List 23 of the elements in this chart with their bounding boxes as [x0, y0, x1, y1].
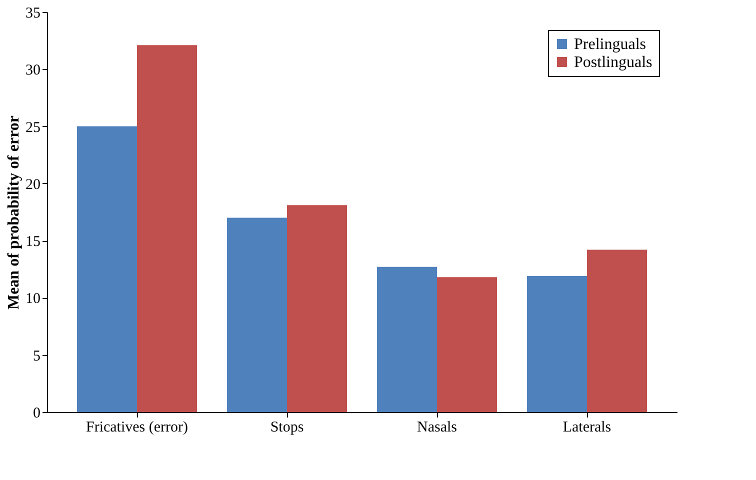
y-tick-label: 15 [26, 234, 40, 250]
x-tick-label: Laterals [562, 420, 612, 436]
bar [227, 218, 287, 412]
y-tick-label: 20 [26, 176, 40, 193]
bar [377, 266, 437, 412]
legend-label: Prelinguals [574, 36, 646, 53]
y-axis-title: Mean of probability of error [6, 115, 22, 310]
bar [77, 126, 137, 412]
y-tick-label: 5 [33, 348, 40, 364]
bar [527, 276, 587, 412]
x-tick-label: Nasals [417, 420, 458, 436]
x-tick-label: Fricatives (error) [86, 420, 188, 436]
legend-label: Postlinguals [574, 54, 652, 71]
bar [137, 45, 197, 412]
bar [587, 250, 647, 412]
bar [287, 205, 347, 412]
bar [437, 277, 497, 412]
y-tick-label: 0 [33, 406, 40, 422]
x-tick-label: Stops [270, 420, 304, 436]
y-tick-label: 35 [26, 6, 40, 22]
y-tick-label: 25 [26, 120, 40, 136]
y-tick-label: 10 [26, 291, 40, 308]
y-tick-label: 30 [26, 62, 40, 79]
